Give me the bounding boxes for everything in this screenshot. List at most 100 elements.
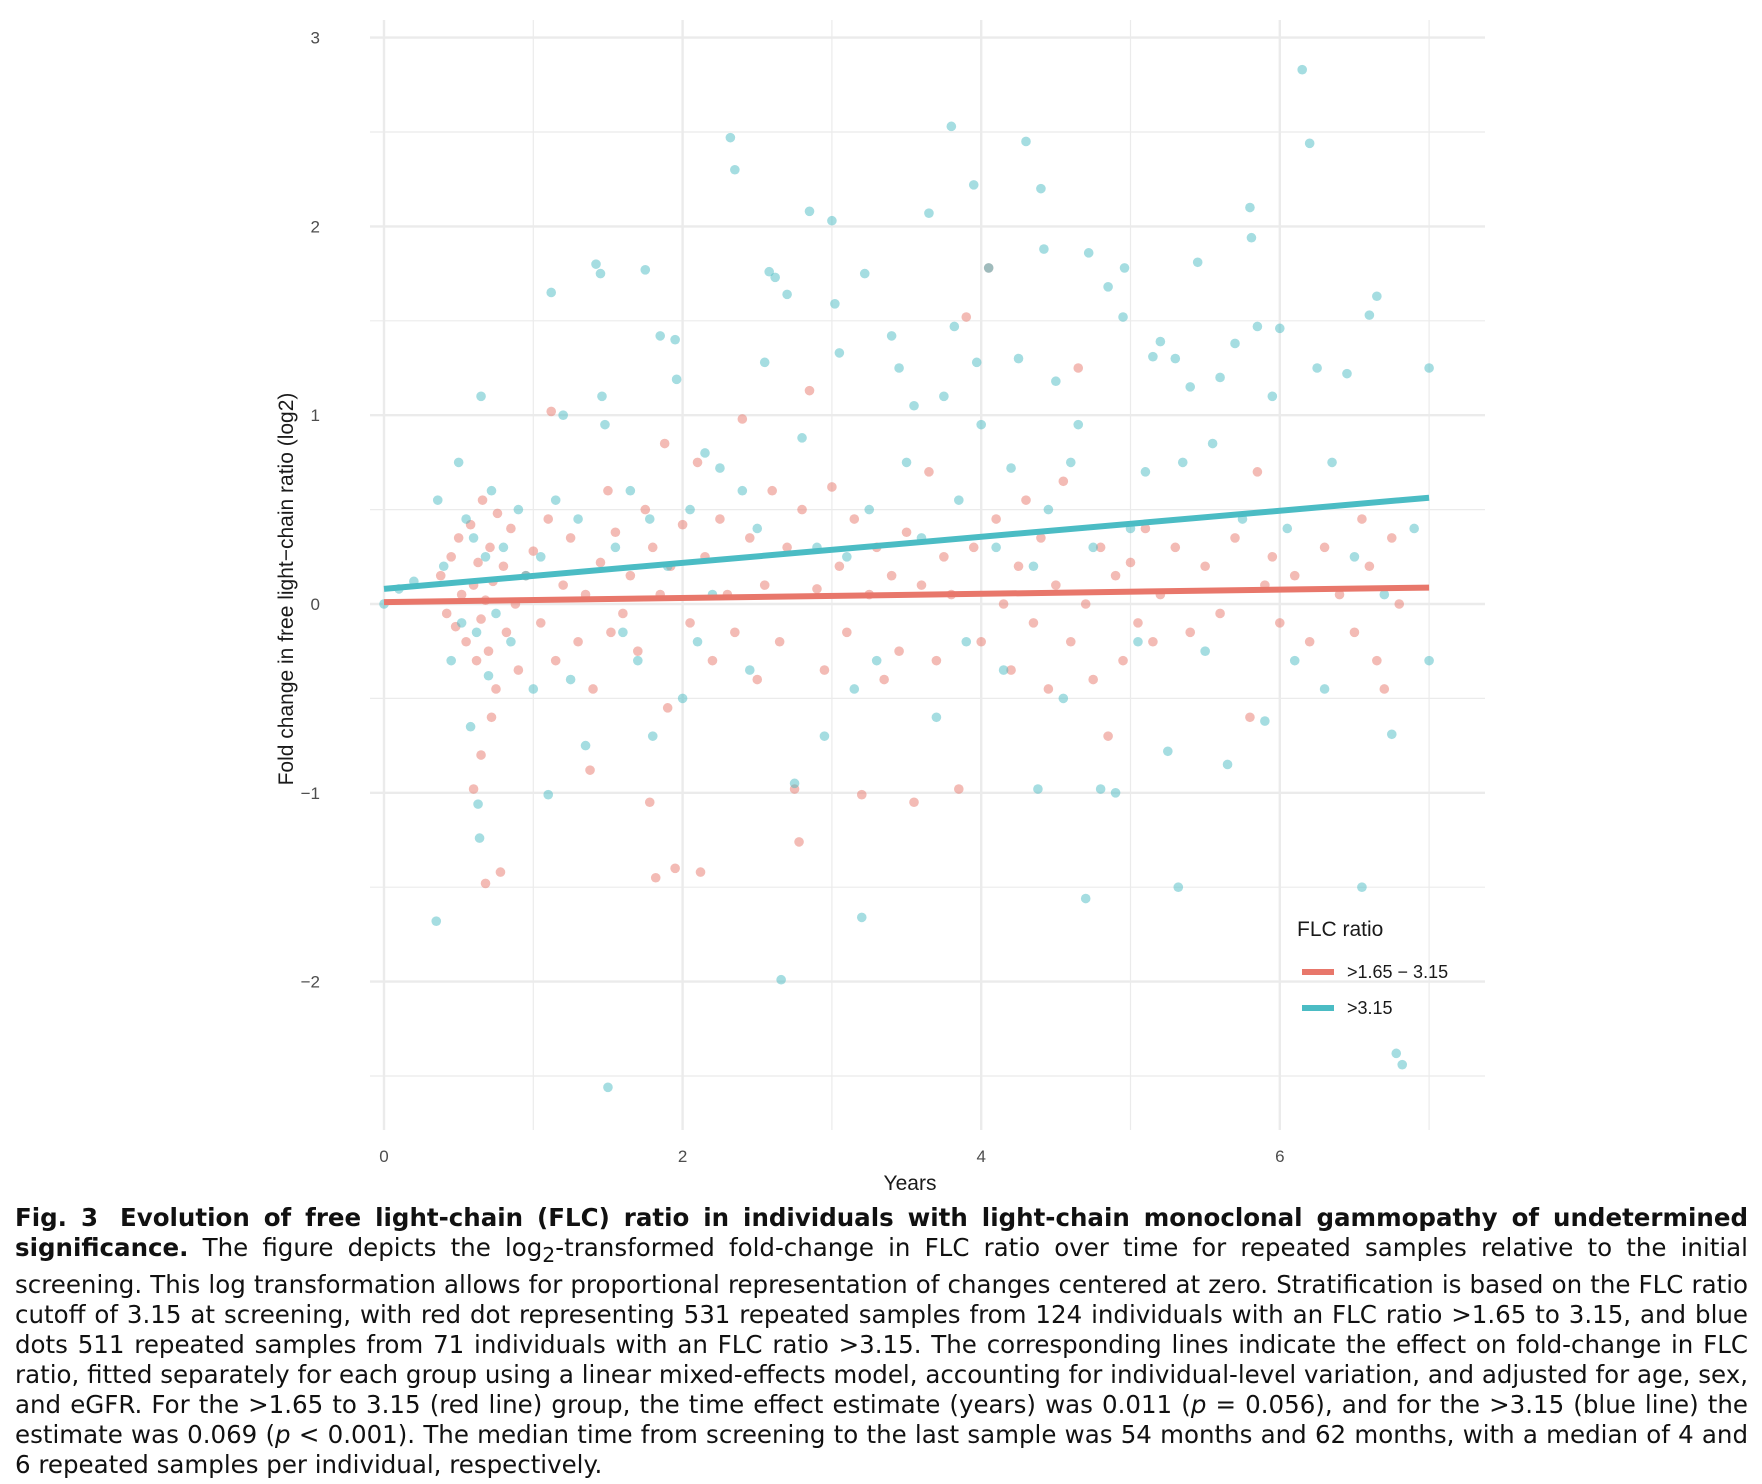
- caption-text-2: -transformed fold-change in FLC ratio ov…: [15, 1233, 1748, 1419]
- scatter-point-red: [670, 863, 680, 874]
- scatter-point-blue: [968, 180, 979, 190]
- scatter-point-red: [456, 589, 467, 600]
- scatter-point-blue: [480, 552, 491, 562]
- scatter-point-red: [476, 750, 486, 760]
- scatter-point-red: [998, 599, 1009, 609]
- scatter-point-blue: [1289, 655, 1300, 666]
- scatter-point-red: [1043, 684, 1054, 694]
- scatter-point-blue: [671, 374, 682, 385]
- scatter-point-blue: [759, 357, 770, 368]
- scatter-point-blue: [924, 208, 934, 218]
- scatter-point-red: [782, 542, 792, 553]
- scatter-point-blue: [949, 321, 960, 332]
- scatter-point-red: [595, 557, 606, 568]
- scatter-point-red: [1200, 561, 1210, 572]
- scatter-point-blue: [1028, 561, 1039, 572]
- scatter-point-red: [692, 457, 703, 468]
- scatter-point-red: [1289, 570, 1300, 581]
- scatter-point-blue: [535, 552, 546, 562]
- scatter-point-blue: [1342, 368, 1352, 379]
- scatter-point-blue: [1409, 523, 1419, 534]
- scatter-point-blue: [1133, 636, 1143, 647]
- scatter-point-red: [618, 608, 628, 619]
- scatter-point-red: [1051, 580, 1061, 590]
- figure-label: Fig. 3: [15, 1203, 98, 1232]
- scatter-point-blue: [618, 627, 628, 638]
- scatter-point-blue: [730, 164, 740, 175]
- scatter-point-red: [1230, 533, 1240, 543]
- scatter-point-red: [794, 837, 804, 847]
- scatter-point-blue: [1058, 693, 1069, 704]
- scatter-point-blue: [991, 542, 1001, 553]
- scatter-point-red: [1080, 599, 1091, 609]
- y-tick-label: 2: [311, 217, 320, 236]
- scatter-point-blue: [1357, 882, 1367, 892]
- scatter-point-blue: [1397, 1059, 1408, 1070]
- scatter-point-blue: [1051, 376, 1061, 387]
- scatter-point-blue: [677, 693, 688, 704]
- scatter-point-blue: [725, 132, 736, 143]
- scatter-point-blue: [600, 419, 610, 430]
- caption-text-3: = 0.056), and for the >3.15 (blue line) …: [15, 1389, 1749, 1449]
- y-tick-label: −2: [301, 973, 320, 992]
- scatter-point-red: [662, 703, 673, 713]
- y-tick-label: 1: [311, 406, 320, 425]
- scatter-point-blue: [580, 740, 591, 751]
- caption-p-italic-2: p: [275, 1419, 291, 1449]
- scatter-point-red: [767, 485, 777, 496]
- scatter-point-red: [535, 618, 546, 628]
- scatter-point-blue: [513, 504, 524, 515]
- legend-title: FLC ratio: [1297, 918, 1383, 941]
- y-tick-label: 3: [311, 29, 320, 48]
- caption-text-4: < 0.001). The median time from screening…: [15, 1419, 1749, 1479]
- scatter-point-red: [558, 580, 568, 590]
- scatter-point-red: [546, 406, 557, 417]
- scatter-point-blue: [591, 259, 601, 269]
- y-tick-label: −1: [301, 784, 320, 803]
- scatter-point-blue: [543, 789, 554, 800]
- scatter-point-blue: [830, 299, 840, 309]
- scatter-point-red: [1386, 533, 1397, 543]
- scatter-point-blue: [491, 608, 501, 619]
- scatter-point-red: [446, 552, 456, 562]
- scatter-point-blue: [1080, 893, 1091, 904]
- scatter-point-blue: [1245, 202, 1255, 213]
- scatter-point-blue: [946, 121, 957, 132]
- scatter-point-red: [543, 514, 554, 524]
- scatter-point-red: [1185, 627, 1196, 638]
- scatter-point-red: [1021, 495, 1031, 505]
- figure-title: Evolution of free light-chain (FLC) rati…: [15, 1203, 1748, 1262]
- scatter-point-red: [647, 542, 658, 553]
- scatter-point-blue: [789, 778, 800, 789]
- scatter-point-red: [909, 797, 919, 808]
- scatter-point-red: [644, 797, 655, 808]
- scatter-point-blue: [565, 674, 576, 685]
- scatter-point-red: [473, 557, 483, 568]
- scatter-point-blue: [864, 504, 875, 515]
- scatter-point-red: [603, 485, 613, 496]
- scatter-point-red: [924, 467, 934, 477]
- scatter-point-blue: [849, 684, 860, 694]
- scatter-point-blue: [744, 665, 755, 675]
- scatter-point-blue: [856, 912, 867, 923]
- scatter-point-red: [677, 519, 688, 530]
- scatter-point-blue: [438, 561, 449, 572]
- scatter-point-blue: [1207, 438, 1218, 449]
- scatter-point-blue: [752, 523, 763, 534]
- scatter-point-red: [625, 570, 636, 581]
- scatter-point-red: [976, 636, 986, 647]
- scatter-point-blue: [819, 731, 830, 741]
- scatter-point-blue: [1424, 363, 1434, 373]
- scatter-point-red: [834, 561, 845, 572]
- chart-canvas: 0 2 4 6 −2 −1 0 1 2 3 Years Fold change in free lig…: [275, 20, 1485, 1195]
- scatter-point-red: [1364, 561, 1375, 572]
- scatter-point-blue: [909, 400, 919, 411]
- scatter-point-blue: [1083, 248, 1094, 258]
- scatter-point-red: [498, 561, 509, 572]
- scatter-point-red: [1065, 636, 1076, 647]
- scatter-point-blue: [939, 391, 949, 402]
- scatter-point-red: [483, 646, 494, 656]
- scatter-point-blue: [1043, 504, 1054, 515]
- scatter-point-blue: [573, 514, 583, 524]
- scatter-point-blue: [1282, 523, 1293, 534]
